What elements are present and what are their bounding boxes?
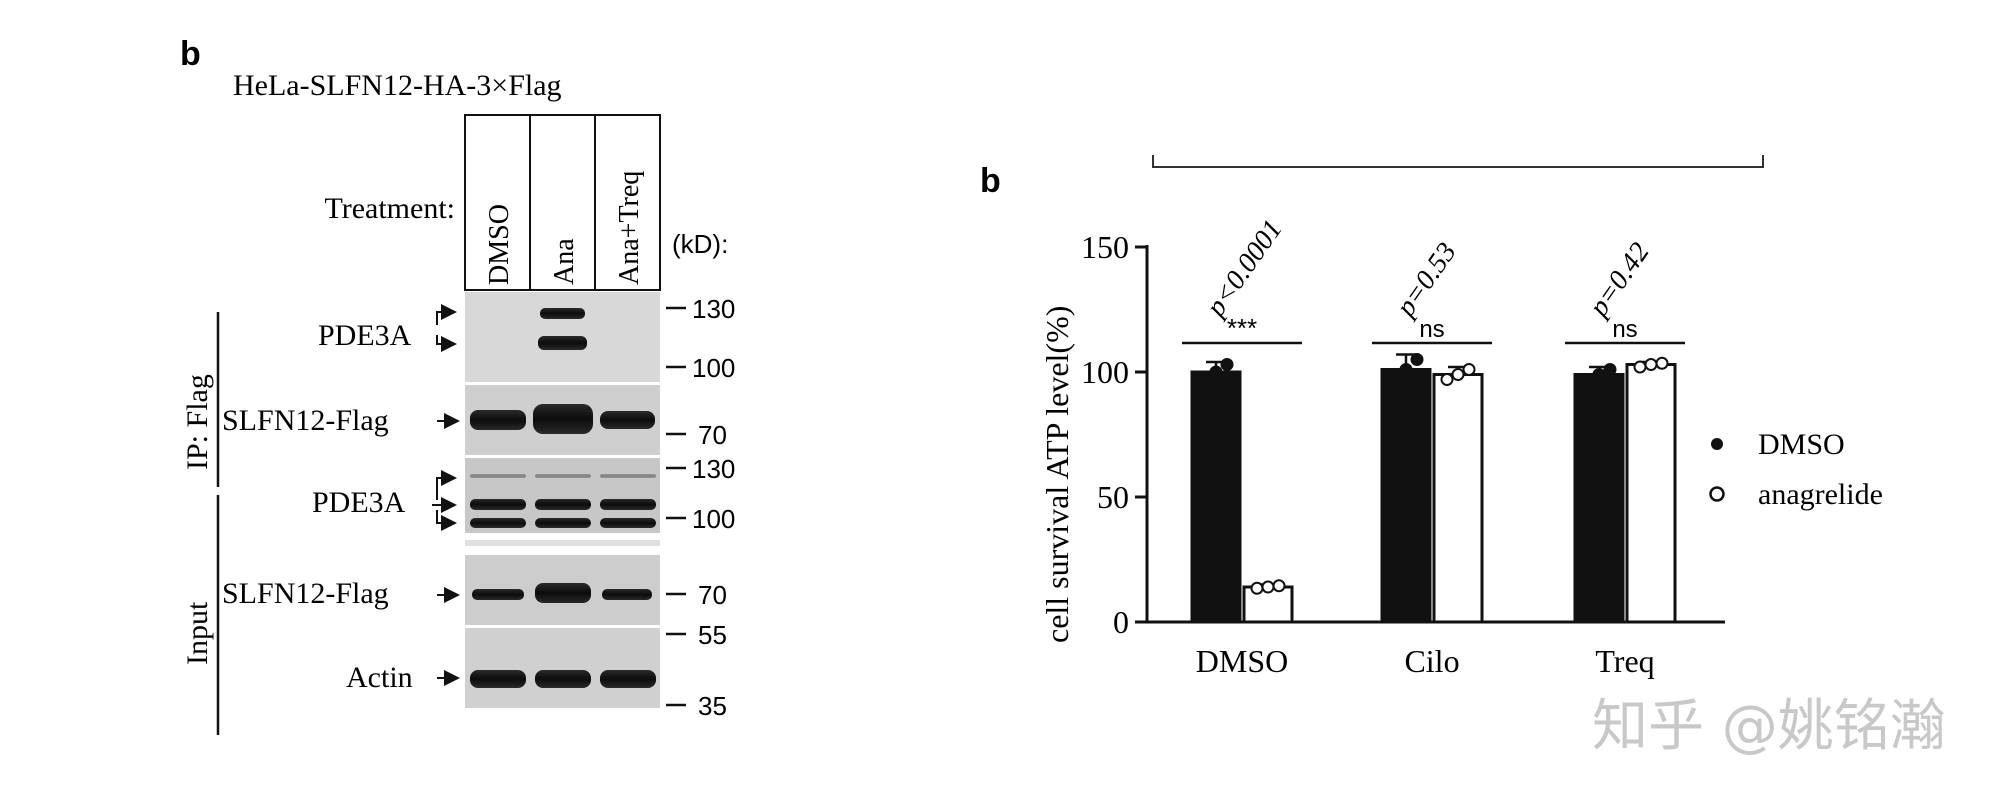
x-tick-label: DMSO <box>1196 643 1288 679</box>
legend-marker-dmso <box>1711 438 1723 450</box>
legend-label-anagrelide: anagrelide <box>1758 478 1883 511</box>
kd-marker-130-input: 130 <box>692 454 735 484</box>
band-input-slfn12-ana <box>535 583 591 603</box>
significance-marker: *** <box>1227 313 1257 343</box>
band-input-slfn12-dmso <box>472 589 524 600</box>
lane-label-ana-treq: Ana+Treq <box>614 171 645 285</box>
panel-letter-left: b <box>180 35 201 73</box>
data-point <box>1440 373 1454 386</box>
band-ip-pde3a-100-ana <box>538 336 587 350</box>
band-ip-slfn12-treq <box>600 411 655 429</box>
data-point <box>1633 360 1647 374</box>
bar-chart-panel: b cell survival ATP level(%) 0 50 100 150 D… <box>980 155 1883 679</box>
data-point <box>1209 365 1223 379</box>
kd-marker-55: 55 <box>698 620 727 650</box>
p-value-label: p=0.53 <box>1389 237 1463 324</box>
ip-group-label: IP: Flag <box>181 374 214 470</box>
cell-line-label: HeLa-SLFN12-HA-3×Flag <box>233 69 562 102</box>
blot-label-input-slfn12: SLFN12-Flag <box>222 577 389 610</box>
data-point <box>1462 363 1476 376</box>
blot-bands <box>470 308 656 688</box>
data-point <box>1592 368 1606 381</box>
kd-marker-70-input: 70 <box>698 580 727 610</box>
input-group-label: Input <box>181 601 214 665</box>
panel-letter-right: b <box>980 162 1001 200</box>
lane-label-dmso: DMSO <box>484 204 515 285</box>
x-tick-label: Treq <box>1595 643 1654 679</box>
data-point <box>1655 356 1669 370</box>
band-input-pde3a-upper-treq <box>600 499 656 510</box>
kd-markers: 130 100 70 130 100 70 55 35 <box>666 294 735 721</box>
band-input-pde3a-upper-ana <box>535 499 591 510</box>
lane-label-ana: Ana <box>549 238 580 285</box>
legend: DMSO anagrelide <box>1709 428 1883 511</box>
data-point <box>1261 580 1275 594</box>
blot-label-actin: Actin <box>346 661 413 694</box>
lane-header <box>464 114 661 291</box>
kd-marker-100-ip: 100 <box>692 353 735 383</box>
data-point <box>1220 358 1234 371</box>
bar-anagrelide-Cilo <box>1432 373 1484 624</box>
band-actin-ana <box>535 670 591 688</box>
western-blot-panel: b HeLa-SLFN12-HA-3×Flag Treatment: DMSO … <box>180 35 735 735</box>
significance-marker: ns <box>1419 316 1444 343</box>
data-point <box>1198 373 1212 386</box>
data-point <box>1644 358 1658 371</box>
chart-bars: DMSO Cilo Treq <box>1190 353 1677 679</box>
bar-DMSO-Cilo <box>1380 368 1432 624</box>
kd-marker-70-ip: 70 <box>698 420 727 450</box>
legend-label-dmso: DMSO <box>1758 428 1845 461</box>
top-bracket-line <box>1152 155 1764 168</box>
kd-marker-100-input: 100 <box>692 504 735 534</box>
y-tick-label: 150 <box>1081 229 1129 265</box>
band-input-pde3a-lower-treq <box>600 518 656 528</box>
band-input-pde3a-upper-dmso <box>470 499 526 510</box>
kd-label: (kD): <box>672 229 728 259</box>
blot-strip-actin <box>465 628 660 708</box>
data-point <box>1603 363 1617 376</box>
data-point <box>1272 579 1286 593</box>
data-point <box>1388 370 1402 384</box>
blot-labels: PDE3A SLFN12-Flag PDE3A SLFN12-Flag Acti… <box>222 304 460 694</box>
band-actin-treq <box>600 670 656 688</box>
band-input-pde3a-lower-ana <box>535 518 591 528</box>
band-input-pde3a-lower-dmso <box>470 518 526 528</box>
y-tick-label: 50 <box>1097 479 1129 515</box>
band-actin-dmso <box>470 670 526 688</box>
watermark: 知乎 @姚铭瀚 <box>1592 694 1946 759</box>
y-tick-label: 0 <box>1113 604 1129 640</box>
y-tick-label: 100 <box>1081 354 1129 390</box>
blot-label-ip-pde3a: PDE3A <box>318 319 412 352</box>
band-ip-slfn12-ana <box>533 404 593 434</box>
kd-marker-130-ip: 130 <box>692 294 735 324</box>
bar-DMSO-DMSO <box>1190 370 1242 624</box>
treatment-label: Treatment: <box>324 192 455 225</box>
p-value-label: p<0.0001 <box>1199 214 1289 323</box>
data-point <box>1399 363 1413 376</box>
significance-marker: ns <box>1612 316 1637 343</box>
data-point <box>1410 353 1424 366</box>
y-axis-label: cell survival ATP level(%) <box>1039 306 1075 643</box>
kd-marker-35: 35 <box>698 691 727 721</box>
bar-DMSO-Treq <box>1573 373 1625 624</box>
data-point <box>1250 581 1264 595</box>
p-value-label: p=0.42 <box>1582 237 1656 324</box>
band-ip-slfn12-dmso <box>470 410 526 430</box>
data-point <box>1581 373 1595 386</box>
legend-marker-anagrelide <box>1709 486 1725 502</box>
blot-label-ip-slfn12: SLFN12-Flag <box>222 404 389 437</box>
band-input-slfn12-treq <box>602 589 652 600</box>
x-tick-label: Cilo <box>1404 643 1459 679</box>
bar-anagrelide-Treq <box>1625 363 1677 624</box>
blot-label-input-pde3a: PDE3A <box>312 486 406 519</box>
band-ip-pde3a-130-ana <box>540 308 585 319</box>
data-point <box>1451 368 1465 381</box>
